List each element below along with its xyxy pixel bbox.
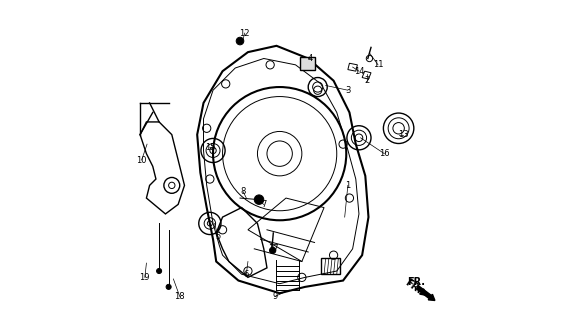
Text: 6: 6 [244,270,249,279]
Text: 18: 18 [174,292,185,301]
Text: 16: 16 [379,149,390,158]
Text: 3: 3 [345,86,351,95]
Circle shape [269,247,276,253]
Circle shape [255,195,264,204]
Text: 15: 15 [205,143,215,152]
Circle shape [166,284,171,289]
Text: 1: 1 [345,181,351,190]
Text: 8: 8 [240,187,246,196]
Text: 14: 14 [353,67,364,76]
Text: 17: 17 [268,244,279,253]
FancyBboxPatch shape [300,57,315,69]
Text: 5: 5 [215,232,220,241]
Text: 9: 9 [272,292,277,301]
Circle shape [236,37,244,45]
FancyArrow shape [416,286,435,300]
Text: 2: 2 [364,76,370,85]
Text: 13: 13 [398,130,408,139]
Text: 4: 4 [307,54,312,63]
Text: FR.: FR. [403,278,423,296]
Text: 12: 12 [240,28,250,38]
Text: 19: 19 [140,273,150,282]
Text: 11: 11 [373,60,383,69]
Text: FR.: FR. [407,277,426,287]
Text: 10: 10 [136,156,147,164]
Text: 7: 7 [261,200,267,209]
Circle shape [157,268,162,274]
